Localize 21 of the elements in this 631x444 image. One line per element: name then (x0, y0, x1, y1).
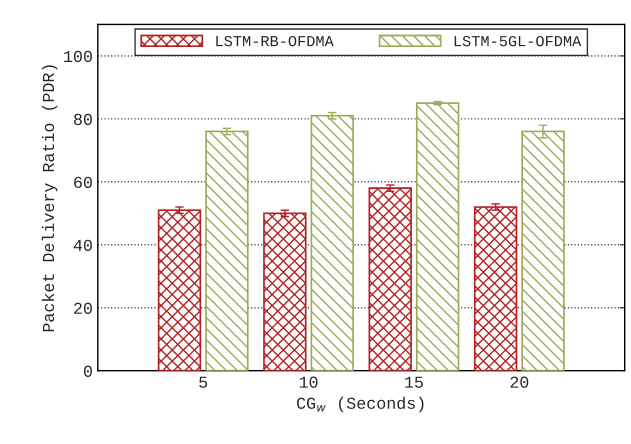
bar (474, 206, 518, 371)
y-tick-label: 80 (74, 114, 92, 126)
x-axis-title: CG$_{w}$ (Seconds) (297, 396, 424, 412)
x-tick-label: 15 (405, 376, 423, 388)
x-tick-label: 10 (300, 376, 318, 388)
y-tick-label: 40 (74, 240, 92, 252)
x-tick-label: 5 (199, 376, 208, 388)
legend-label: LSTM-5GL-OFDMA (454, 36, 582, 46)
x-tick-label: 20 (510, 376, 528, 388)
bar (368, 187, 412, 371)
y-tick-label: 0 (84, 366, 92, 377)
bar (416, 102, 460, 371)
bar (158, 209, 202, 371)
legend-label: LSTM-RB-OFDMA (216, 36, 334, 46)
bar (310, 114, 354, 371)
y-tick-label: 100 (64, 50, 92, 62)
y-tick-label: 60 (74, 176, 92, 188)
y-axis-title: Packet Delivery Ratio (PDR) (42, 65, 58, 332)
bar (205, 130, 249, 371)
y-tick-label: 20 (74, 302, 92, 314)
bar (263, 212, 307, 371)
